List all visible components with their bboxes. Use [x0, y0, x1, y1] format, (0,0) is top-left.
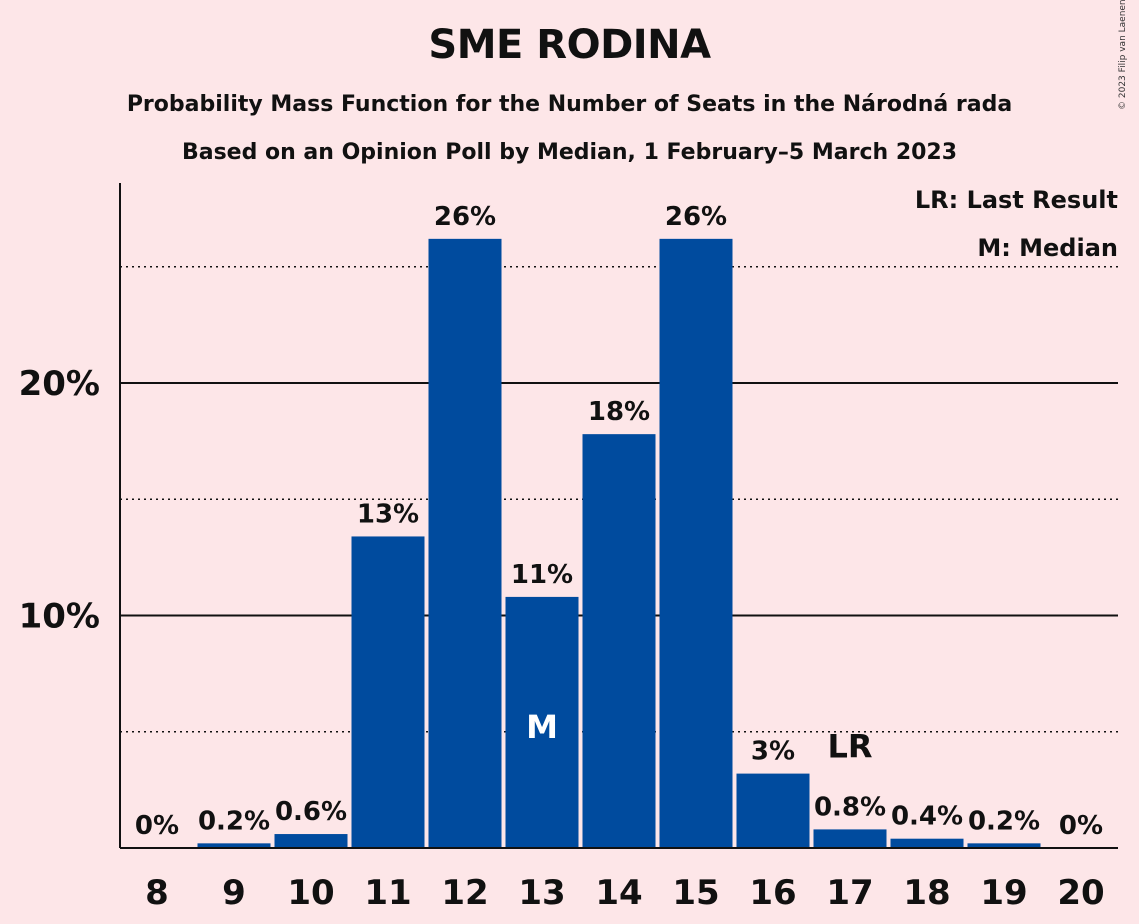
data-label: 18% [588, 397, 650, 427]
data-label: 0.4% [891, 802, 963, 832]
data-label: 0% [135, 811, 179, 841]
x-tick-label: 11 [364, 873, 411, 913]
data-label: 11% [511, 560, 573, 590]
data-label: 3% [751, 737, 795, 767]
data-label: 26% [665, 202, 727, 232]
median-marker: M [526, 708, 558, 746]
data-label: 13% [357, 499, 419, 529]
data-label: 0.6% [275, 797, 347, 827]
y-tick-label: 20% [19, 364, 100, 404]
bar [659, 238, 733, 849]
x-tick-label: 8 [145, 873, 169, 913]
chart-subtitle: Probability Mass Function for the Number… [126, 92, 1013, 117]
bar [967, 843, 1041, 848]
x-tick-label: 20 [1057, 873, 1104, 913]
bar [582, 434, 656, 848]
chart-subtitle-source: Based on an Opinion Poll by Median, 1 Fe… [181, 140, 958, 165]
data-label: 0.2% [198, 806, 270, 836]
data-label: 0.8% [814, 792, 886, 822]
bar [351, 536, 425, 848]
x-tick-label: 15 [672, 873, 719, 913]
x-tick-label: 12 [441, 873, 488, 913]
data-label: 0.2% [968, 806, 1040, 836]
x-tick-label: 16 [749, 873, 796, 913]
data-label: 0% [1059, 811, 1103, 841]
x-tick-label: 9 [222, 873, 246, 913]
bar [890, 838, 964, 848]
legend-median: M: Median [977, 234, 1118, 262]
bar [813, 829, 887, 848]
data-label: 26% [434, 202, 496, 232]
chart-title: SME RODINA [428, 22, 711, 68]
x-tick-label: 18 [903, 873, 950, 913]
y-tick-label: 10% [19, 597, 100, 637]
bar [505, 596, 579, 848]
legend-last-result: LR: Last Result [914, 186, 1118, 214]
x-tick-label: 13 [518, 873, 565, 913]
x-tick-label: 17 [826, 873, 873, 913]
bar [736, 773, 810, 848]
bar [274, 834, 348, 848]
x-tick-label: 10 [287, 873, 334, 913]
bar [197, 843, 271, 848]
bar [428, 238, 502, 849]
x-tick-label: 19 [980, 873, 1027, 913]
x-tick-label: 14 [595, 873, 642, 913]
last-result-marker: LR [827, 727, 872, 765]
